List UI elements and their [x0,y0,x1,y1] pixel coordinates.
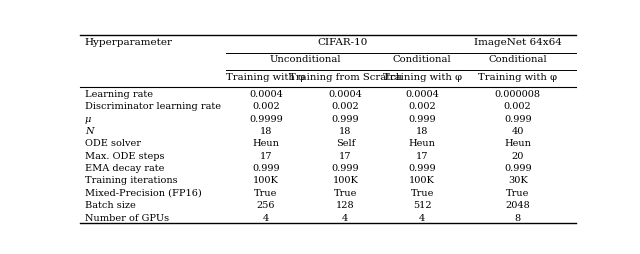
Text: 0.002: 0.002 [332,102,359,111]
Text: True: True [333,188,357,197]
Text: 0.0004: 0.0004 [328,90,362,99]
Text: 17: 17 [260,151,272,160]
Text: 40: 40 [511,126,524,135]
Text: 17: 17 [339,151,351,160]
Text: True: True [254,188,278,197]
Text: 0.999: 0.999 [332,164,359,172]
Text: 18: 18 [260,126,272,135]
Text: 128: 128 [336,200,355,209]
Text: 4: 4 [342,213,349,222]
Text: 100K: 100K [253,176,279,185]
Text: 17: 17 [416,151,429,160]
Text: 0.002: 0.002 [408,102,436,111]
Text: 0.999: 0.999 [408,114,436,123]
Text: 0.002: 0.002 [252,102,280,111]
Text: Self: Self [336,139,355,148]
Text: 18: 18 [416,126,428,135]
Text: 0.0004: 0.0004 [249,90,283,99]
Text: Conditional: Conditional [488,55,547,64]
Text: Heun: Heun [253,139,280,148]
Text: 4: 4 [419,213,426,222]
Text: ODE solver: ODE solver [85,139,141,148]
Text: Hyperparameter: Hyperparameter [85,38,173,47]
Text: Unconditional: Unconditional [270,55,341,64]
Text: 18: 18 [339,126,351,135]
Text: Training from Scratch: Training from Scratch [289,72,402,81]
Text: 100K: 100K [332,176,358,185]
Text: 0.999: 0.999 [504,114,532,123]
Text: 0.000008: 0.000008 [495,90,541,99]
Text: EMA decay rate: EMA decay rate [85,164,164,172]
Text: 20: 20 [511,151,524,160]
Text: 0.002: 0.002 [504,102,532,111]
Text: 0.999: 0.999 [504,164,532,172]
Text: 256: 256 [257,200,275,209]
Text: ImageNet 64x64: ImageNet 64x64 [474,38,562,47]
Text: μ: μ [85,114,92,123]
Text: Batch size: Batch size [85,200,136,209]
Text: Heun: Heun [409,139,436,148]
Text: 4: 4 [263,213,269,222]
Text: Heun: Heun [504,139,531,148]
Text: 2048: 2048 [506,200,530,209]
Text: 100K: 100K [410,176,435,185]
Text: 512: 512 [413,200,431,209]
Text: 0.999: 0.999 [332,114,359,123]
Text: Mixed-Precision (FP16): Mixed-Precision (FP16) [85,188,202,197]
Text: Training with φ: Training with φ [478,72,557,81]
Text: 0.999: 0.999 [408,164,436,172]
Text: True: True [410,188,434,197]
Text: 30K: 30K [508,176,527,185]
Text: Max. ODE steps: Max. ODE steps [85,151,164,160]
Text: Discriminator learning rate: Discriminator learning rate [85,102,221,111]
Text: Conditional: Conditional [393,55,452,64]
Text: Learning rate: Learning rate [85,90,153,99]
Text: 0.9999: 0.9999 [249,114,283,123]
Text: 0.999: 0.999 [252,164,280,172]
Text: N: N [85,126,93,135]
Text: True: True [506,188,529,197]
Text: Training with φ: Training with φ [227,72,305,81]
Text: 8: 8 [515,213,521,222]
Text: 0.0004: 0.0004 [405,90,439,99]
Text: Training iterations: Training iterations [85,176,177,185]
Text: CIFAR-10: CIFAR-10 [317,38,368,47]
Text: Number of GPUs: Number of GPUs [85,213,169,222]
Text: Training with φ: Training with φ [383,72,462,81]
